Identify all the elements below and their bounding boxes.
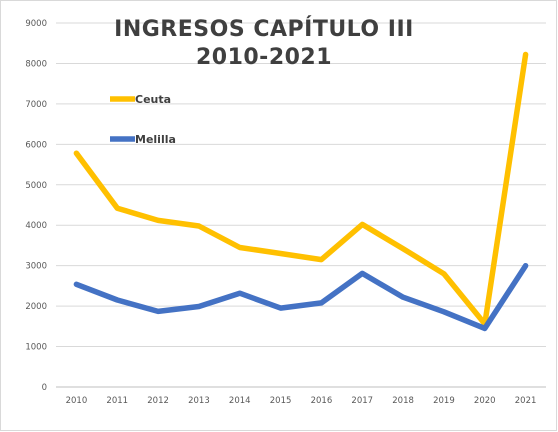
y-tick-label: 6000 — [25, 140, 47, 150]
y-tick-label: 3000 — [25, 262, 47, 272]
data-point-ceuta — [115, 206, 120, 211]
x-tick-label: 2014 — [229, 396, 251, 406]
data-point-ceuta — [156, 218, 161, 223]
x-tick-label: 2010 — [66, 396, 88, 406]
y-tick-label: 9000 — [25, 19, 47, 29]
legend-label-melilla: Melilla — [135, 133, 176, 146]
data-point-ceuta — [278, 251, 283, 256]
axes: 0 1000 2000 3000 4000 5000 6000 7000 8000 9000 201… — [25, 19, 546, 406]
series-line-melilla — [73, 262, 529, 332]
y-tick-label: 8000 — [25, 59, 47, 69]
data-point-ceuta — [523, 52, 528, 57]
data-point-ceuta — [360, 222, 365, 227]
y-tick-label: 7000 — [25, 100, 47, 110]
gridlines — [56, 22, 546, 348]
x-tick-label: 2015 — [270, 396, 292, 406]
x-tick-label: 2021 — [515, 396, 537, 406]
data-point-melilla — [278, 306, 283, 311]
legend-label-ceuta: Ceuta — [135, 93, 171, 106]
data-point-melilla — [237, 291, 242, 296]
y-tick-label: 0 — [42, 383, 47, 393]
chart-title: INGRESOS CAPÍTULO III — [114, 16, 414, 42]
legend: Ceuta Melilla — [110, 93, 176, 146]
x-tick-label: 2019 — [433, 396, 455, 406]
chart-subtitle: 2010-2021 — [196, 45, 332, 70]
data-point-ceuta — [74, 151, 79, 156]
x-tick-label: 2011 — [106, 396, 128, 406]
x-tick-label: 2012 — [147, 396, 169, 406]
x-tick-label: 2016 — [311, 396, 333, 406]
data-point-melilla — [156, 309, 161, 314]
x-tick-label: 2013 — [188, 396, 210, 406]
x-tick-label: 2018 — [392, 396, 414, 406]
data-point-melilla — [441, 309, 446, 314]
data-point-ceuta — [441, 271, 446, 276]
data-point-ceuta — [401, 246, 406, 251]
x-tick-label: 2020 — [474, 396, 496, 406]
data-point-ceuta — [319, 257, 324, 262]
data-point-melilla — [401, 295, 406, 300]
data-point-ceuta — [196, 224, 201, 229]
data-point-melilla — [482, 326, 487, 331]
series-lines — [73, 51, 529, 332]
y-tick-label: 5000 — [25, 181, 47, 191]
data-point-melilla — [115, 298, 120, 303]
data-point-melilla — [523, 263, 528, 268]
data-point-melilla — [74, 282, 79, 287]
y-tick-label: 4000 — [25, 221, 47, 231]
series-line-ceuta — [73, 51, 529, 327]
y-tick-label: 2000 — [25, 302, 47, 312]
data-point-melilla — [196, 304, 201, 309]
x-tick-label: 2017 — [351, 396, 373, 406]
data-point-melilla — [360, 271, 365, 276]
data-point-ceuta — [237, 245, 242, 250]
data-point-melilla — [319, 300, 324, 305]
y-tick-label: 1000 — [25, 343, 47, 353]
